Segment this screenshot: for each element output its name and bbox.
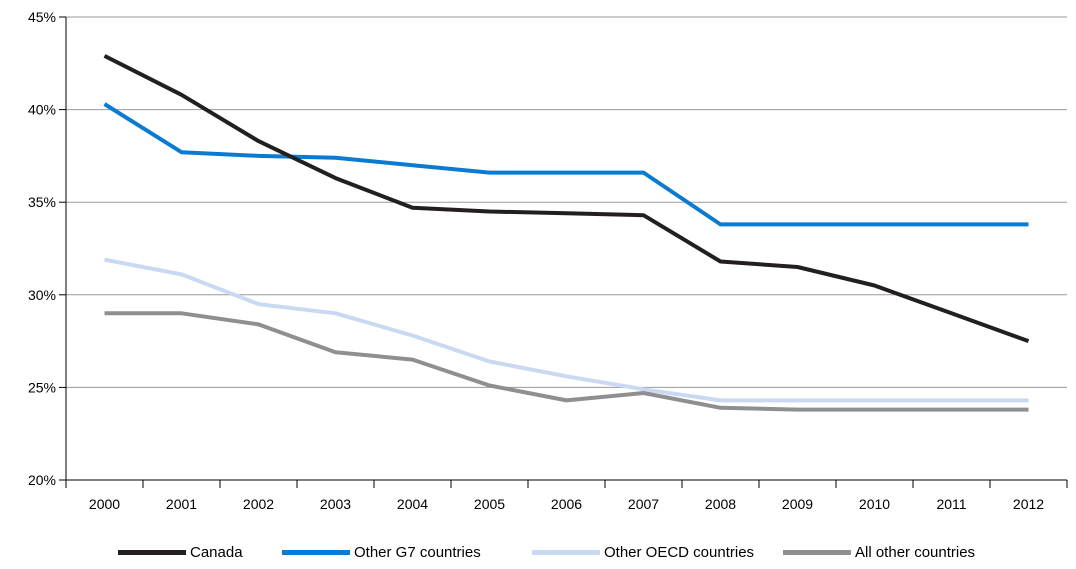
x-tick-labels: 2000 2001 2002 2003 2004 2005 2006 2007 2008 2009… xyxy=(89,496,1044,512)
series-line-canada xyxy=(103,54,1030,343)
legend-item-canada: Canada xyxy=(118,540,243,564)
y-tick-labels: 20% 25% 30% 35% 40% 45% xyxy=(28,9,56,488)
line-chart: 20%25%30%35%40%45% 2000 2001 2002 2003 2004 2… xyxy=(28,9,1068,512)
y-tick-label-45: 45% xyxy=(28,9,56,25)
x-tick-label-2002: 2002 xyxy=(243,496,274,512)
legend-label-other-g7: Other G7 countries xyxy=(354,543,481,561)
legend-item-other-oecd: Other OECD countries xyxy=(532,540,754,564)
legend-item-all-other: All other countries xyxy=(783,540,975,564)
x-tick-label-2012: 2012 xyxy=(1013,496,1044,512)
x-tick-label-2001: 2001 xyxy=(166,496,197,512)
legend-item-other-g7: Other G7 countries xyxy=(282,540,481,564)
x-tick-label-2004: 2004 xyxy=(397,496,428,512)
x-tick-label-2010: 2010 xyxy=(859,496,890,512)
x-tick-label-2007: 2007 xyxy=(628,496,659,512)
x-tick-label-2008: 2008 xyxy=(705,496,736,512)
legend-label-all-other: All other countries xyxy=(855,543,976,561)
axes xyxy=(59,16,1068,488)
y-tick-label-20: 20% xyxy=(28,472,56,488)
y-tick-label-25: 25% xyxy=(28,379,56,395)
legend-swatch-all-other xyxy=(783,549,851,555)
gridlines xyxy=(66,16,1067,388)
x-tick-label-2005: 2005 xyxy=(474,496,505,512)
legend: Canada Other G7 countries Other OECD cou… xyxy=(0,540,1076,564)
legend-swatch-other-oecd xyxy=(532,549,600,555)
series-line-other-oecd-countries xyxy=(104,257,1029,403)
legend-swatch-other-g7 xyxy=(282,549,350,555)
series-line-all-other-countries xyxy=(104,311,1029,412)
legend-label-other-oecd: Other OECD countries xyxy=(604,543,755,561)
legend-swatch-canada xyxy=(118,549,186,555)
legend-label-canada: Canada xyxy=(190,543,243,561)
series-lines xyxy=(103,54,1030,412)
y-tick-label-30: 30% xyxy=(28,287,56,303)
y-tick-label-35: 35% xyxy=(28,194,56,210)
x-tick-label-2011: 2011 xyxy=(936,496,966,512)
x-tick-label-2000: 2000 xyxy=(89,496,120,512)
x-tick-label-2003: 2003 xyxy=(320,496,351,512)
x-tick-label-2006: 2006 xyxy=(551,496,582,512)
y-tick-label-40: 40% xyxy=(28,102,56,118)
x-tick-label-2009: 2009 xyxy=(782,496,813,512)
series-line-other-g7-countries xyxy=(103,102,1029,227)
